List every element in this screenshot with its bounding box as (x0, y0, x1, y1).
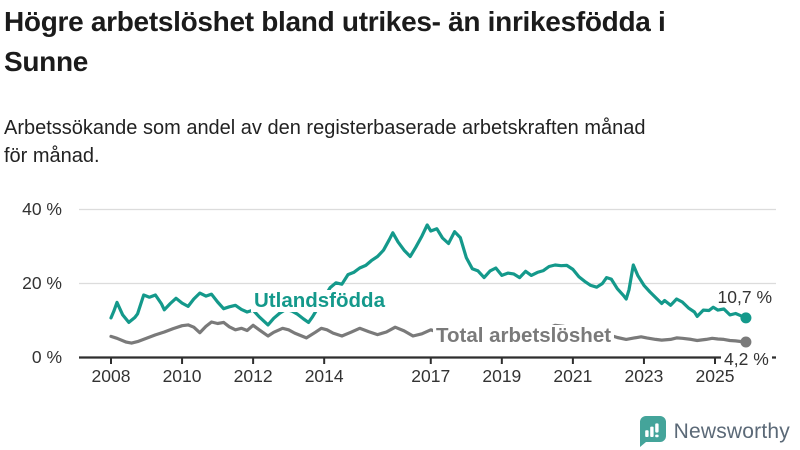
chart-subtitle: Arbetssökande som andel av den registerb… (4, 114, 784, 170)
page-title: Högre arbetslöshet bland utrikes- än inr… (4, 2, 796, 82)
end-value-total: 4,2 % (721, 349, 772, 370)
series-label-total-arbetsloshet: Total arbetslöshet (433, 325, 615, 347)
newsworthy-icon (639, 416, 666, 447)
title-line-1: Högre arbetslöshet bland utrikes- än inr… (4, 6, 666, 37)
series-line (109, 223, 748, 327)
series-line (109, 320, 748, 345)
subtitle-line-1: Arbetssökande som andel av den registerb… (4, 117, 646, 139)
y-axis-label: 20 % (22, 272, 62, 293)
x-axis-label: 2017 (411, 366, 451, 386)
x-axis-label: 2021 (553, 366, 593, 386)
x-axis-label: 2019 (482, 366, 522, 386)
x-axis-label: 2014 (304, 366, 344, 386)
newsworthy-logo: Newsworthy (638, 416, 790, 447)
subtitle-line-2: för månad. (4, 145, 100, 167)
title-line-2: Sunne (4, 46, 89, 77)
y-axis-label: 0 % (31, 346, 62, 367)
series-label-utlandsfodda: Utlandsfödda (251, 290, 388, 312)
series-end-dot (740, 312, 752, 324)
series-end-dot (740, 336, 752, 348)
end-value-utlandsfodda: 10,7 % (717, 287, 772, 307)
newsworthy-wordmark: Newsworthy (673, 419, 790, 443)
x-axis-label: 2023 (624, 366, 664, 386)
y-axis-label: 40 % (22, 198, 62, 219)
x-axis-label: 2010 (162, 366, 202, 386)
x-axis-label: 2012 (233, 366, 273, 386)
x-axis-label: 2008 (91, 366, 131, 386)
x-axis-label: 2025 (695, 366, 735, 386)
